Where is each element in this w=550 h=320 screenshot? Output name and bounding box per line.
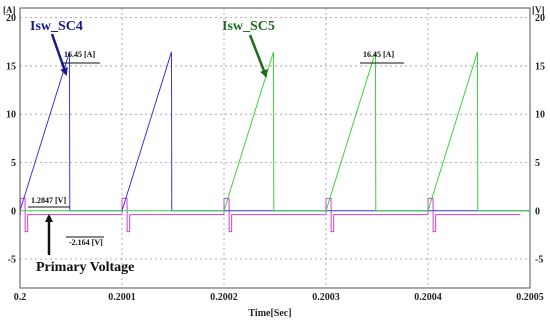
peak-label-sc5: 16.45 [A] — [363, 50, 394, 59]
tick-labels: 0.2 0.2001 0.2002 0.2003 0.2004 0.2005 -5 -5 0 0 5… — [6, 13, 545, 303]
x-tick-label: 0.2 — [14, 292, 27, 303]
voltage-high-label: 1.2847 [V] — [31, 196, 66, 205]
label-isw-sc5: Isw_SC5 — [222, 19, 275, 34]
y-unit-left: [A] — [3, 5, 16, 15]
series-line-isw-sc5 — [20, 51, 530, 212]
label-isw-sc4: Isw_SC4 — [30, 19, 83, 34]
arrow-isw-sc4 — [50, 33, 68, 76]
y-tick-label-right: -5 — [535, 255, 543, 266]
y-tick-label-right: 10 — [535, 110, 545, 121]
plot-frame — [19, 7, 531, 289]
peak-label-sc4: 16.45 [A] — [64, 50, 95, 59]
x-tick-label: 0.2004 — [414, 292, 442, 303]
x-tick-label: 0.2001 — [108, 292, 136, 303]
y-tick-label-right: 0 — [535, 206, 540, 217]
x-tick-label: 0.2002 — [210, 292, 238, 303]
y-tick-label-left: 15 — [6, 61, 16, 72]
y-tick-label-left: 20 — [6, 13, 16, 24]
arrow-isw-sc5 — [248, 34, 268, 78]
y-tick-label-right: 5 — [535, 158, 540, 169]
x-tick-label: 0.2005 — [516, 292, 544, 303]
y-tick-label-left: 0 — [11, 206, 16, 217]
x-axis-label: Time[Sec] — [248, 308, 291, 319]
y-tick-label-left: -5 — [8, 255, 16, 266]
y-unit-right: [V] — [532, 5, 545, 15]
series-line-isw-sc4 — [19, 51, 530, 212]
y-tick-label-left: 10 — [6, 110, 16, 121]
y-tick-label-right: 15 — [535, 61, 545, 72]
label-primary-voltage: Primary Voltage — [36, 260, 134, 275]
y-tick-label-left: 5 — [11, 158, 16, 169]
x-tick-label: 0.2003 — [312, 292, 340, 303]
voltage-low-label: -2.164 [V] — [69, 238, 103, 247]
series — [19, 51, 530, 233]
series-line-primary-voltage — [20, 197, 521, 233]
y-tick-label-right: 20 — [535, 13, 545, 24]
